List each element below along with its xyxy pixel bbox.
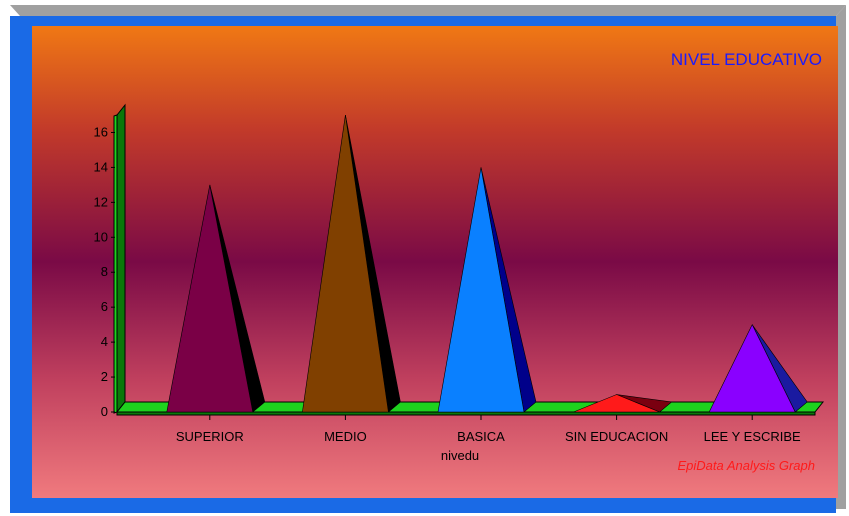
x-tick-label: MEDIO (324, 429, 367, 444)
y-tick-label: 8 (101, 264, 108, 279)
labels-layer: 0 2 4 6 8 10 12 14 16 SUPERIOR MEDIO BASICA SIN EDUC… (94, 124, 802, 444)
chart-title: NIVEL EDUCATIVO (670, 50, 822, 69)
x-tick-label: LEE Y ESCRIBE (704, 429, 801, 444)
bar (166, 184, 254, 413)
frame-right-bevel (836, 5, 846, 509)
bar (708, 323, 796, 413)
plot-background (32, 26, 838, 498)
y-tick-label: 14 (94, 159, 108, 174)
bar (573, 394, 660, 413)
y-axis-wall (116, 103, 126, 414)
y-tick-label: 12 (94, 194, 108, 209)
y-tick-label: 2 (101, 369, 108, 384)
x-tick-label: SUPERIOR (176, 429, 244, 444)
x-tick-label: SIN EDUCACION (565, 429, 668, 444)
y-tick-label: 16 (94, 124, 108, 139)
x-tick-label: BASICA (457, 429, 505, 444)
y-tick-label: 4 (101, 334, 108, 349)
x-axis-label: nivedu (440, 448, 480, 463)
x-axis-floor-edge (116, 411, 816, 416)
bars-layer (166, 114, 808, 413)
y-tick-label: 0 (101, 404, 108, 419)
y-tick-label: 10 (94, 229, 108, 244)
epidata-watermark: EpiData Analysis Graph (677, 458, 815, 473)
frame-top-bevel (10, 5, 846, 16)
bar (437, 167, 525, 413)
y-axis-front (113, 114, 118, 414)
y-tick-label: 6 (101, 299, 108, 314)
bar (302, 114, 389, 413)
